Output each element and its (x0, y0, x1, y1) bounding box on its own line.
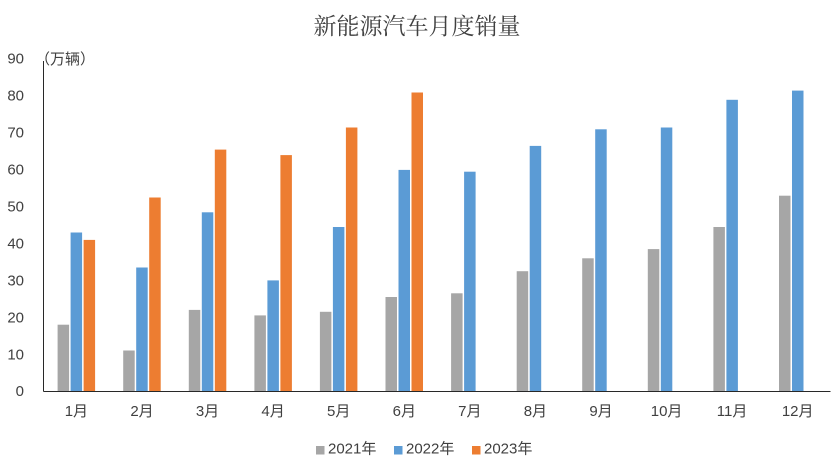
svg-text:90: 90 (7, 51, 24, 68)
svg-text:8月: 8月 (524, 403, 547, 420)
svg-text:12月: 12月 (782, 403, 814, 420)
svg-text:（万辆）: （万辆） (35, 51, 95, 68)
svg-text:7月: 7月 (458, 403, 481, 420)
svg-text:50: 50 (7, 199, 24, 216)
svg-text:10: 10 (7, 347, 24, 364)
svg-text:5月: 5月 (327, 403, 350, 420)
svg-text:2022年: 2022年 (406, 441, 454, 458)
svg-text:11月: 11月 (717, 403, 748, 420)
svg-text:6月: 6月 (393, 403, 416, 420)
svg-text:3月: 3月 (196, 403, 219, 420)
svg-text:80: 80 (7, 88, 24, 105)
svg-text:1月: 1月 (65, 403, 88, 420)
svg-text:10月: 10月 (651, 403, 683, 420)
svg-text:60: 60 (7, 162, 24, 179)
svg-text:2021年: 2021年 (328, 441, 376, 458)
svg-text:0: 0 (16, 383, 24, 400)
svg-text:30: 30 (7, 273, 24, 290)
svg-text:9月: 9月 (589, 403, 612, 420)
svg-text:4月: 4月 (261, 403, 284, 420)
svg-text:40: 40 (7, 236, 24, 253)
svg-text:2023年: 2023年 (484, 441, 532, 458)
svg-text:2月: 2月 (130, 403, 153, 420)
svg-text:新能源汽车月度销量: 新能源汽车月度销量 (314, 8, 521, 41)
svg-text:20: 20 (7, 310, 24, 327)
svg-text:70: 70 (7, 125, 24, 142)
